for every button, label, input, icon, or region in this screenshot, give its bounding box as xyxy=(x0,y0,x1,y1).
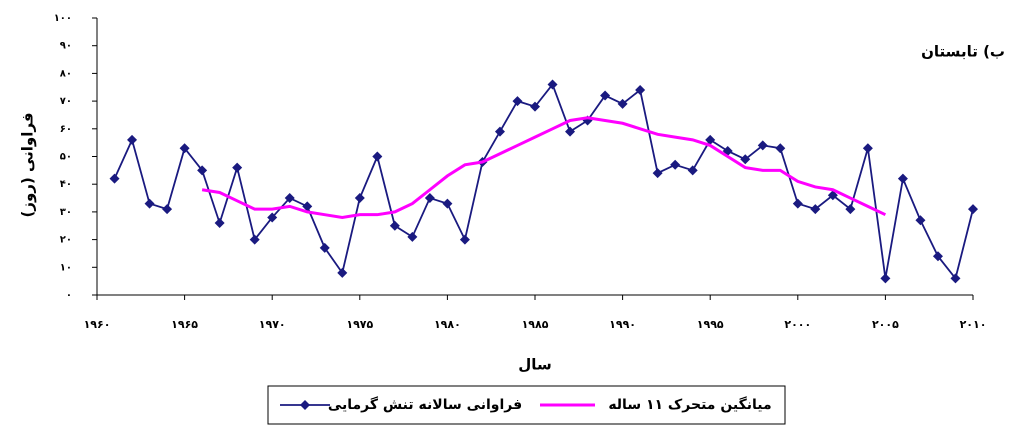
data-point xyxy=(179,143,190,154)
chart-title: ب) تابستان xyxy=(921,43,1005,61)
data-point xyxy=(547,79,558,90)
data-point xyxy=(197,165,208,176)
legend-label: فراوانی سالانه تنش گرمایی xyxy=(328,396,522,413)
y-tick-label: ۷۰ xyxy=(60,96,72,107)
data-point xyxy=(950,273,961,284)
data-point xyxy=(740,154,751,165)
data-point xyxy=(757,140,768,151)
data-point xyxy=(512,96,523,107)
x-tick-label: ۱۹۶۵ xyxy=(171,318,198,331)
series-line xyxy=(113,82,974,281)
legend-label: میانگین متحرک ۱۱ ساله xyxy=(608,396,771,413)
data-point xyxy=(144,198,155,209)
data-point xyxy=(372,151,383,162)
data-point xyxy=(617,98,628,109)
data-point xyxy=(635,85,646,96)
data-point xyxy=(792,198,803,209)
data-point xyxy=(810,204,821,215)
data-point xyxy=(302,201,313,212)
y-tick-label: ۰ xyxy=(66,290,72,301)
legend-box xyxy=(267,385,786,425)
x-tick-label: ۲۰۰۰ xyxy=(784,318,811,331)
y-tick-label: ۴۰ xyxy=(60,179,72,190)
y-tick-label: ۱۰۰ xyxy=(54,13,72,24)
data-point xyxy=(705,134,716,145)
x-axis-label: سال xyxy=(518,356,551,374)
data-point xyxy=(407,231,418,242)
data-point xyxy=(442,198,453,209)
y-tick-label: ۱۰ xyxy=(60,262,72,273)
x-tick-label: ۱۹۷۵ xyxy=(346,318,373,331)
y-tick-label: ۳۰ xyxy=(60,207,72,218)
data-point xyxy=(354,193,365,204)
data-point xyxy=(337,267,348,278)
x-tick-label: ۱۹۷۰ xyxy=(259,318,286,331)
data-point xyxy=(652,168,663,179)
data-point xyxy=(968,204,978,215)
data-point xyxy=(845,204,856,215)
x-tick-label: ۱۹۸۵ xyxy=(522,318,549,331)
data-point xyxy=(565,126,576,137)
data-point xyxy=(775,143,786,154)
data-point xyxy=(127,134,138,145)
x-tick-label: ۱۹۹۵ xyxy=(697,318,724,331)
data-point xyxy=(162,204,173,215)
data-point xyxy=(267,212,278,223)
y-tick-label: ۸۰ xyxy=(60,68,72,79)
data-point xyxy=(600,90,611,101)
data-point xyxy=(232,162,243,173)
data-point xyxy=(670,159,681,170)
x-tick-label: ۲۰۰۵ xyxy=(872,318,899,331)
y-tick-label: ۵۰ xyxy=(60,152,72,163)
y-tick-label: ۲۰ xyxy=(60,235,72,246)
y-tick-label: ۹۰ xyxy=(60,41,72,52)
x-tick-label: ۱۹۸۰ xyxy=(434,318,461,331)
data-point xyxy=(459,234,470,245)
x-tick-label: ۱۹۶۰ xyxy=(84,318,111,331)
data-point xyxy=(284,193,295,204)
data-point xyxy=(880,273,891,284)
data-point xyxy=(389,220,400,231)
data-point xyxy=(109,173,120,184)
data-point xyxy=(687,165,698,176)
data-point xyxy=(249,234,260,245)
data-point xyxy=(319,242,330,253)
x-tick-label: ۱۹۹۰ xyxy=(609,318,636,331)
x-tick-label: ۲۰۱۰ xyxy=(960,318,987,331)
y-axis-label: فراوانی (روز) xyxy=(19,112,37,217)
data-point xyxy=(897,173,908,184)
data-point xyxy=(424,193,435,204)
data-point xyxy=(494,126,505,137)
data-point xyxy=(862,143,873,154)
data-point xyxy=(214,217,225,228)
series-line xyxy=(201,116,887,219)
data-point xyxy=(932,251,943,262)
legend-marker xyxy=(300,400,310,410)
data-point xyxy=(915,215,926,226)
y-tick-label: ۶۰ xyxy=(60,124,72,135)
data-point xyxy=(530,101,540,112)
data-point xyxy=(827,190,838,201)
